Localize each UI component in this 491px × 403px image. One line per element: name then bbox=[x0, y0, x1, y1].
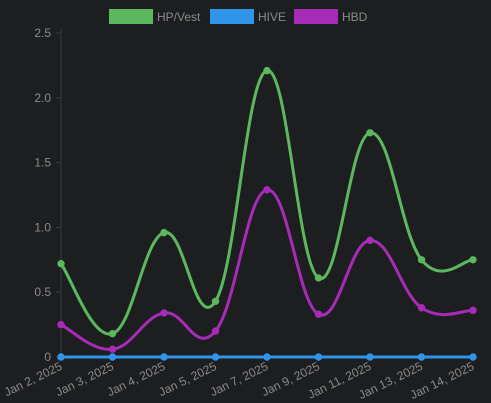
data-point-hive[interactable] bbox=[160, 353, 168, 361]
data-point-hbd[interactable] bbox=[469, 306, 477, 315]
legend-item-hive[interactable]: HIVE bbox=[210, 9, 286, 24]
legend-label: HIVE bbox=[258, 10, 286, 24]
data-point-hive[interactable] bbox=[366, 353, 374, 361]
data-point-hive[interactable] bbox=[57, 353, 65, 361]
data-point-hp-vest[interactable] bbox=[314, 274, 323, 282]
data-point-hp-vest[interactable] bbox=[160, 228, 168, 237]
data-point-hbd[interactable] bbox=[314, 310, 323, 318]
legend-label: HBD bbox=[342, 10, 368, 24]
x-tick-label: Jan 3, 2025 bbox=[53, 359, 116, 399]
x-tick-label: Jan 5, 2025 bbox=[156, 359, 219, 399]
plot-area bbox=[57, 66, 477, 361]
data-point-hp-vest[interactable] bbox=[108, 329, 117, 338]
x-tick-label: Jan 4, 2025 bbox=[105, 359, 168, 399]
series-hive bbox=[57, 353, 477, 361]
legend-item-hbd[interactable]: HBD bbox=[294, 9, 368, 24]
y-tick-label: 0.5 bbox=[34, 285, 51, 299]
legend: HP/Vest HIVE HBD bbox=[109, 9, 368, 24]
x-tick-label: Jan 7, 2025 bbox=[208, 359, 271, 399]
y-tick-label: 2.0 bbox=[34, 91, 51, 105]
y-tick-label: 0 bbox=[44, 350, 51, 364]
data-point-hbd[interactable] bbox=[108, 345, 117, 353]
data-point-hbd[interactable] bbox=[366, 236, 374, 245]
data-point-hp-vest[interactable] bbox=[366, 129, 374, 137]
legend-label: HP/Vest bbox=[157, 10, 201, 24]
data-point-hbd[interactable] bbox=[160, 309, 168, 317]
data-point-hbd[interactable] bbox=[263, 186, 271, 194]
data-point-hbd[interactable] bbox=[417, 304, 426, 312]
data-point-hbd[interactable] bbox=[211, 327, 220, 335]
data-point-hp-vest[interactable] bbox=[469, 256, 477, 264]
data-point-hp-vest[interactable] bbox=[417, 256, 426, 264]
data-point-hive[interactable] bbox=[314, 353, 323, 361]
data-point-hive[interactable] bbox=[469, 353, 477, 361]
legend-swatch bbox=[109, 9, 153, 24]
data-point-hbd[interactable] bbox=[57, 320, 65, 329]
data-point-hive[interactable] bbox=[417, 353, 426, 361]
data-point-hive[interactable] bbox=[108, 353, 117, 361]
data-point-hp-vest[interactable] bbox=[211, 297, 220, 305]
data-point-hive[interactable] bbox=[263, 353, 271, 361]
series-hbd bbox=[57, 186, 477, 353]
series-hp-vest bbox=[57, 66, 477, 338]
legend-swatch bbox=[210, 9, 254, 24]
data-point-hive[interactable] bbox=[211, 353, 220, 361]
data-point-hp-vest[interactable] bbox=[263, 66, 271, 75]
y-tick-label: 2.5 bbox=[34, 26, 51, 40]
y-axis: 0 0.5 1.0 1.5 2.0 2.5 bbox=[34, 26, 62, 364]
legend-swatch bbox=[294, 9, 338, 24]
data-point-hp-vest[interactable] bbox=[57, 259, 65, 268]
legend-item-hp-vest[interactable]: HP/Vest bbox=[109, 9, 201, 24]
x-tick-label: Jan 2, 2025 bbox=[2, 359, 65, 399]
y-tick-label: 1.0 bbox=[34, 220, 51, 234]
y-tick-label: 1.5 bbox=[34, 156, 51, 170]
